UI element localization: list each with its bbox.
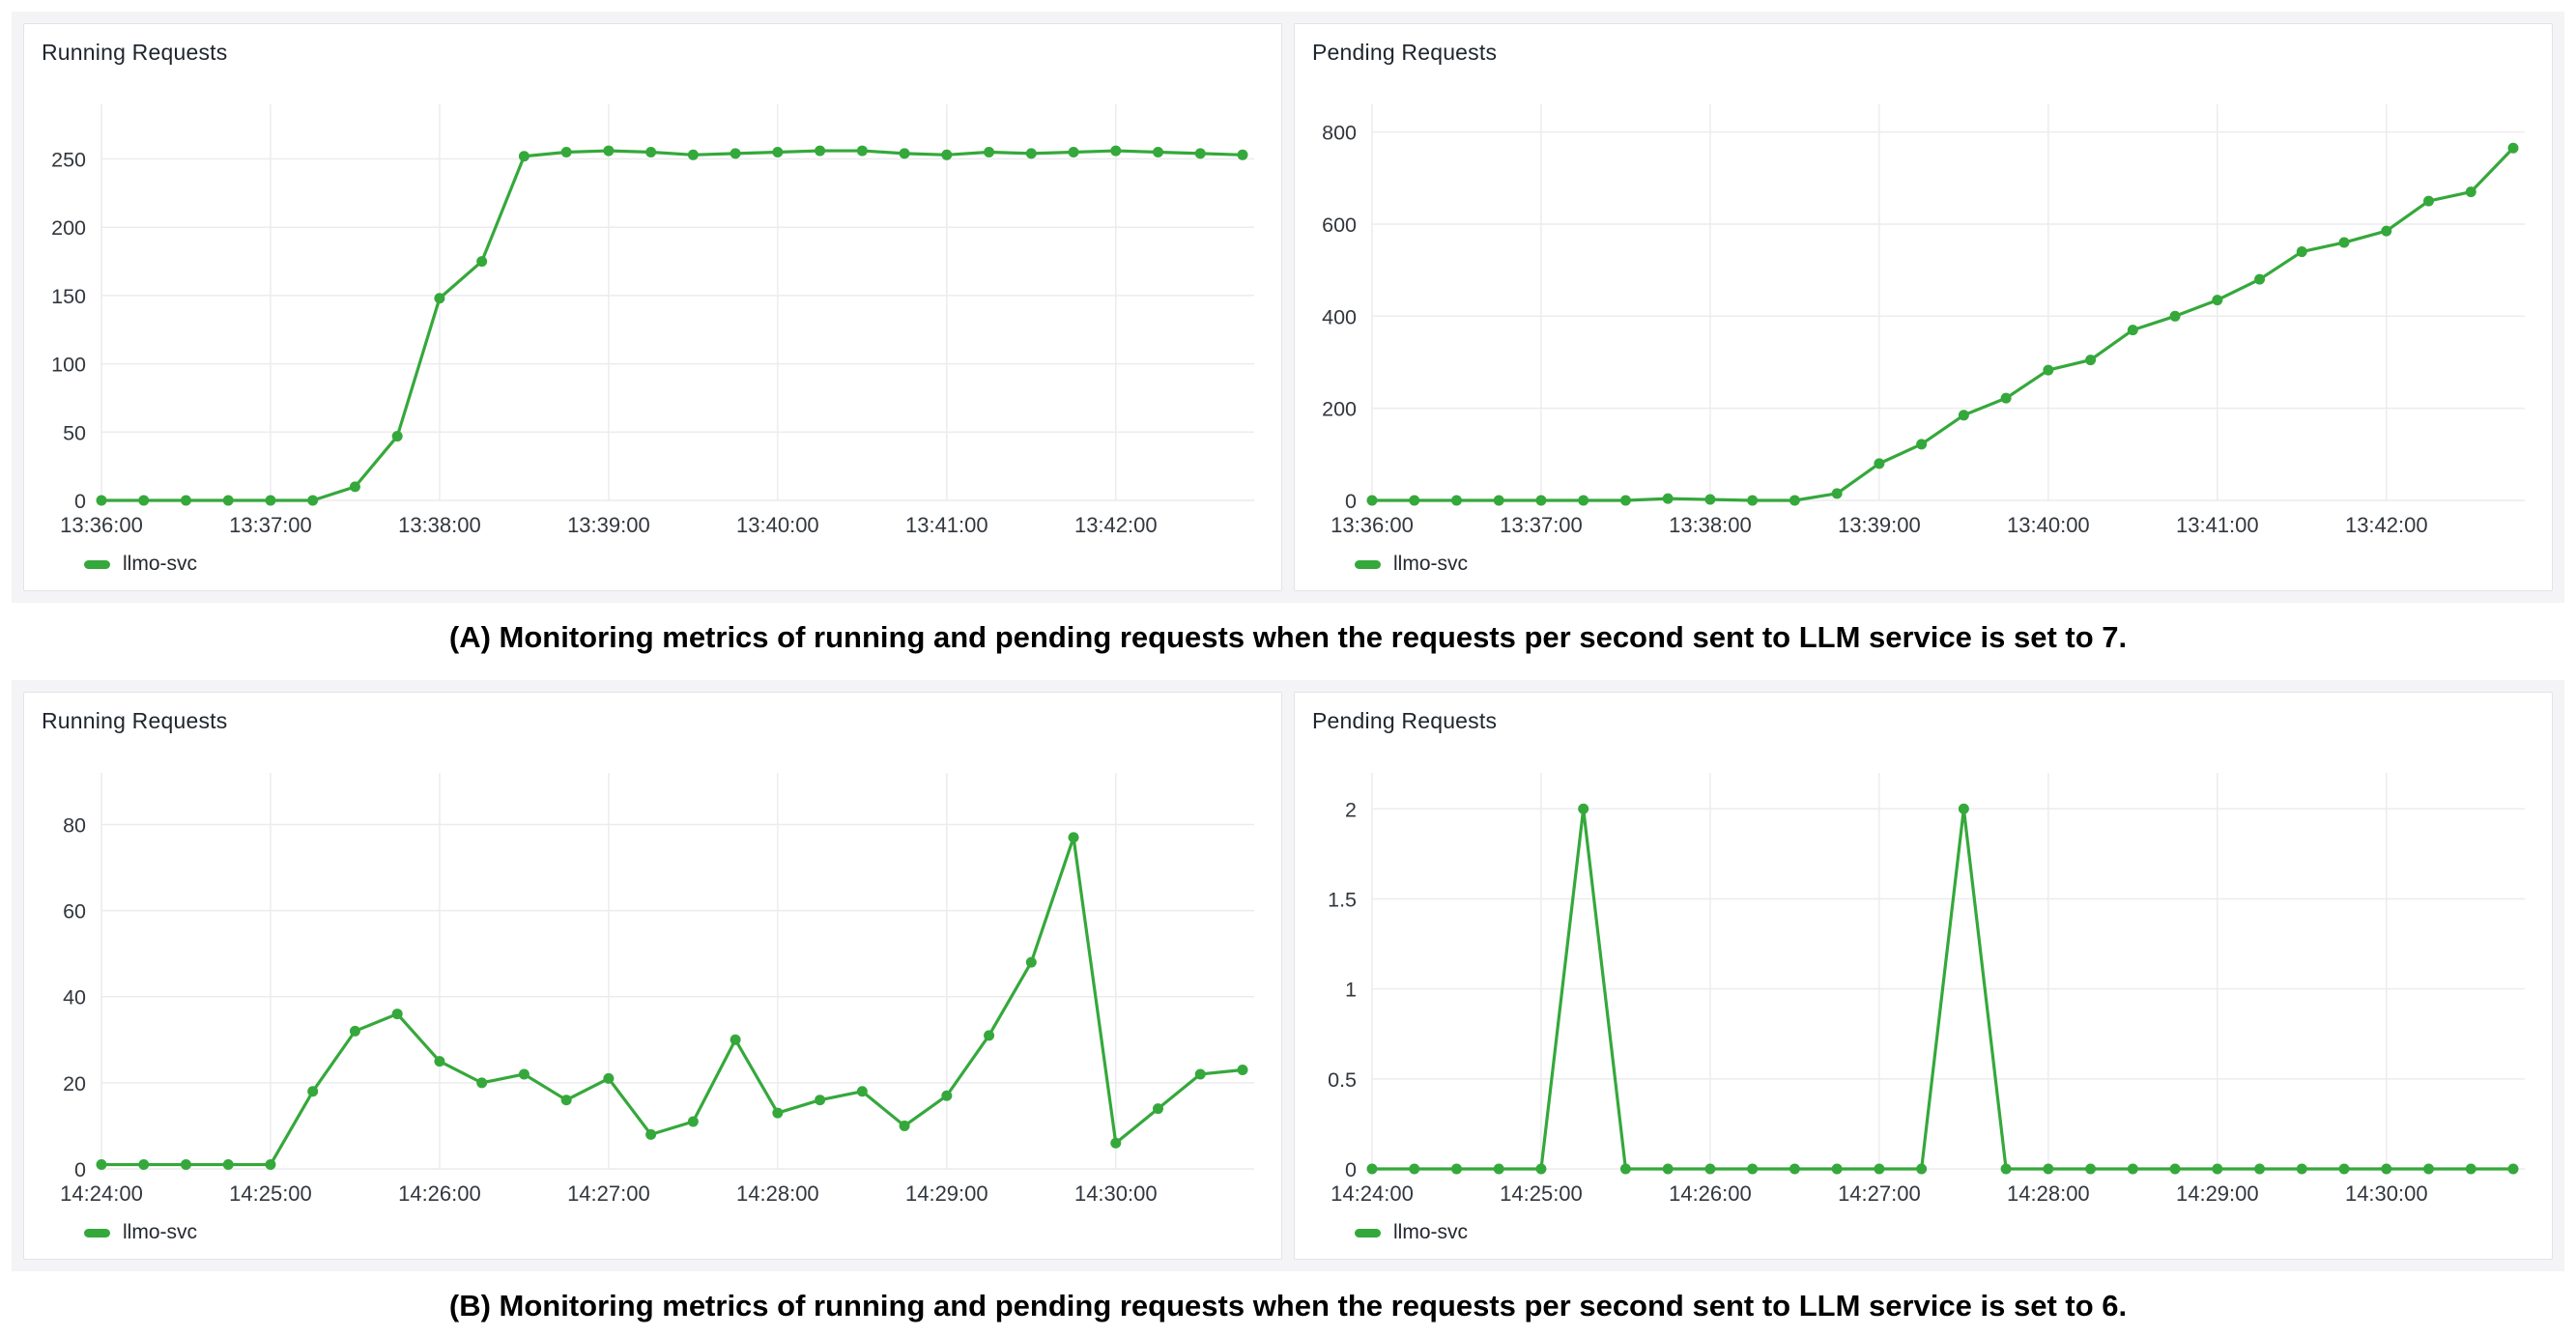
figure-a-panels: Running Requests 0 50 100 150 200 250 13:36:00… [12,12,2564,603]
figure-a-caption: (A) Monitoring metrics of running and pe… [448,620,2128,654]
svg-text:14:28:00: 14:28:00 [736,1181,819,1206]
legend-series-label[interactable]: llmo-svc [1393,553,1468,575]
svg-text:80: 80 [63,813,86,837]
svg-text:14:24:00: 14:24:00 [60,1181,143,1206]
svg-text:14:27:00: 14:27:00 [1838,1181,1921,1206]
legend: llmo-svc [1295,551,2552,576]
svg-text:13:38:00: 13:38:00 [1669,513,1752,537]
figure-b-panels: Running Requests 0 20 40 60 80 14:24:00 14:25:… [12,680,2564,1271]
pending-requests-chart-b[interactable]: 0 0.5 1 1.5 2 14:24:00 14:25:00 14:26:00 14:27:0… [1295,759,2552,1219]
svg-text:200: 200 [1322,398,1357,421]
legend-series-color-swatch [1355,559,1381,569]
svg-text:13:37:00: 13:37:00 [1500,513,1583,537]
svg-text:0.5: 0.5 [1328,1068,1357,1092]
svg-text:13:36:00: 13:36:00 [1331,513,1414,537]
legend-series-color-swatch [84,559,110,569]
svg-text:0: 0 [1345,1158,1357,1181]
svg-text:1: 1 [1345,979,1357,1002]
pending-requests-chart-a[interactable]: 0 200 400 600 800 13:36:00 13:37:00 13:38:00 13:… [1295,91,2552,551]
panel-title: Running Requests [42,708,228,733]
svg-text:150: 150 [51,285,86,308]
svg-text:14:25:00: 14:25:00 [229,1181,312,1206]
svg-text:14:26:00: 14:26:00 [1669,1181,1752,1206]
svg-text:13:37:00: 13:37:00 [229,513,312,537]
svg-text:0: 0 [1345,490,1357,513]
svg-text:200: 200 [51,216,86,240]
legend-series-color-swatch [84,1228,110,1237]
svg-text:14:26:00: 14:26:00 [398,1181,481,1206]
running-requests-panel-b: Running Requests 0 20 40 60 80 14:24:00 14:25:… [23,692,1282,1260]
svg-text:1.5: 1.5 [1328,888,1357,911]
svg-text:0: 0 [74,1158,86,1181]
running-requests-panel-a: Running Requests 0 50 100 150 200 250 13:36:00… [23,23,1282,591]
svg-text:50: 50 [63,421,86,444]
legend-series-label[interactable]: llmo-svc [1393,1221,1468,1243]
legend: llmo-svc [24,1219,1281,1244]
svg-text:14:28:00: 14:28:00 [2007,1181,2090,1206]
svg-text:13:39:00: 13:39:00 [567,513,650,537]
svg-text:13:39:00: 13:39:00 [1838,513,1921,537]
svg-text:13:41:00: 13:41:00 [2176,513,2259,537]
svg-text:0: 0 [74,490,86,513]
panel-title: Pending Requests [1312,40,1498,65]
running-requests-rps7-plot[interactable]: 0 50 100 150 200 250 13:36:00 13:37:00 13:38:00 1… [24,91,1279,551]
svg-text:14:25:00: 14:25:00 [1500,1181,1583,1206]
panel-title: Running Requests [42,40,228,65]
svg-text:13:36:00: 13:36:00 [60,513,143,537]
svg-text:20: 20 [63,1072,86,1095]
legend: llmo-svc [1295,1219,2552,1244]
pending-requests-rps7-plot[interactable]: 0 200 400 600 800 13:36:00 13:37:00 13:38:00 13:… [1295,91,2550,551]
svg-text:250: 250 [51,149,86,172]
svg-text:13:42:00: 13:42:00 [1074,513,1158,537]
svg-text:60: 60 [63,900,86,924]
svg-text:13:40:00: 13:40:00 [736,513,819,537]
panel-title: Pending Requests [1312,708,1498,733]
svg-text:14:24:00: 14:24:00 [1331,1181,1414,1206]
legend-series-label[interactable]: llmo-svc [123,553,197,575]
svg-text:800: 800 [1322,122,1357,145]
svg-text:14:29:00: 14:29:00 [2176,1181,2259,1206]
svg-text:14:30:00: 14:30:00 [1074,1181,1158,1206]
legend-series-color-swatch [1355,1228,1381,1237]
svg-text:14:27:00: 14:27:00 [567,1181,650,1206]
svg-text:600: 600 [1322,213,1357,237]
legend-series-label[interactable]: llmo-svc [123,1221,197,1243]
svg-text:14:29:00: 14:29:00 [905,1181,988,1206]
svg-text:13:41:00: 13:41:00 [905,513,988,537]
svg-text:14:30:00: 14:30:00 [2345,1181,2428,1206]
pending-requests-panel-a: Pending Requests 0 200 400 600 800 13:36:00 13… [1294,23,2553,591]
svg-text:40: 40 [63,986,86,1010]
figure-b-caption: (B) Monitoring metrics of running and pe… [448,1289,2128,1323]
running-requests-rps6-plot[interactable]: 0 20 40 60 80 14:24:00 14:25:00 14:26:00 14:27:0… [24,759,1279,1219]
legend: llmo-svc [24,551,1281,576]
svg-text:400: 400 [1322,305,1357,328]
svg-text:13:40:00: 13:40:00 [2007,513,2090,537]
svg-text:13:42:00: 13:42:00 [2345,513,2428,537]
running-requests-chart-b[interactable]: 0 20 40 60 80 14:24:00 14:25:00 14:26:00 14:27:0… [24,759,1281,1219]
pending-requests-panel-b: Pending Requests 0 0.5 1 1.5 2 14:24:00 14:25:… [1294,692,2553,1260]
svg-text:13:38:00: 13:38:00 [398,513,481,537]
svg-text:2: 2 [1345,798,1357,821]
svg-text:100: 100 [51,354,86,377]
pending-requests-rps6-plot[interactable]: 0 0.5 1 1.5 2 14:24:00 14:25:00 14:26:00 14:27:0… [1295,759,2550,1219]
running-requests-chart-a[interactable]: 0 50 100 150 200 250 13:36:00 13:37:00 13:38:00 1… [24,91,1281,551]
